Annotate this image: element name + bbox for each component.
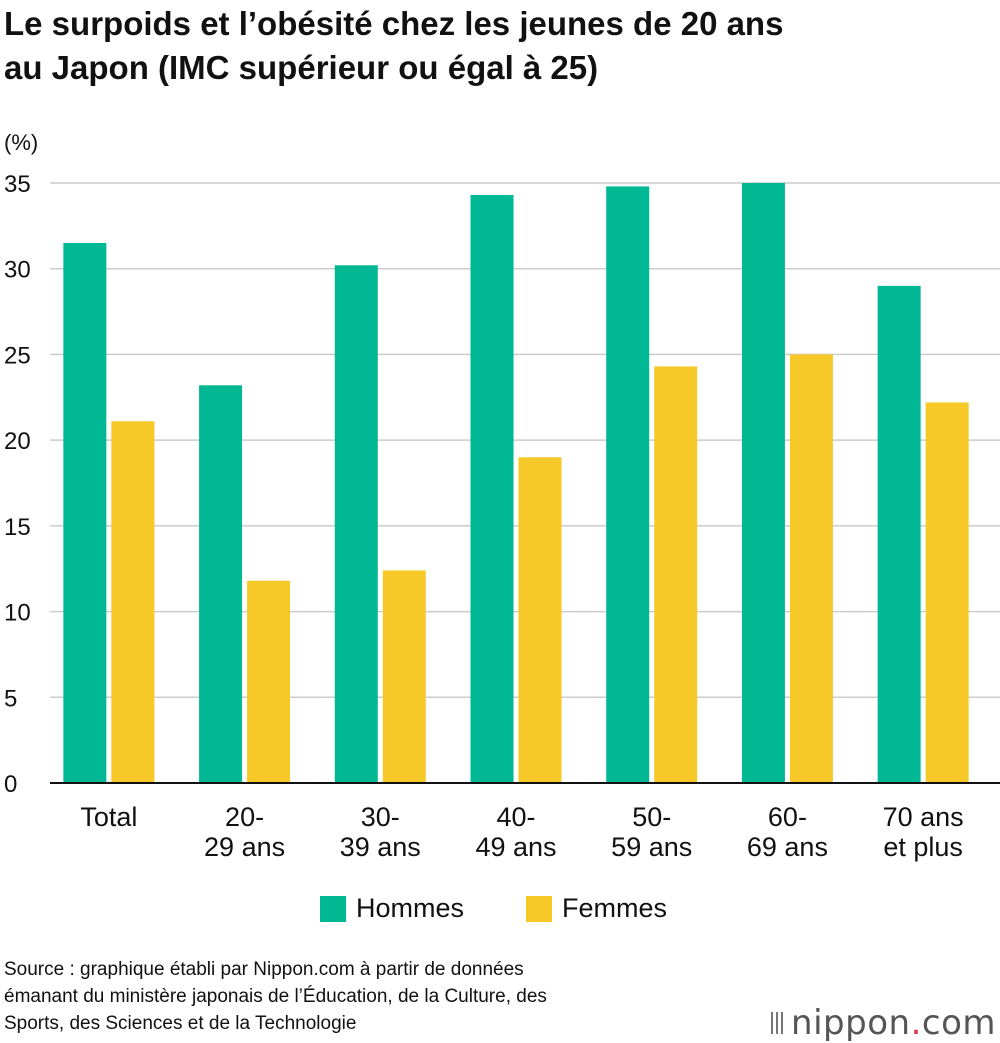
source-line-3: Sports, des Sciences et de la Technologi… xyxy=(4,1013,357,1034)
y-tick-label: 5 xyxy=(4,685,17,712)
x-tick-label: et plus xyxy=(883,832,963,862)
bar-femmes xyxy=(789,354,833,783)
legend-swatch-hommes xyxy=(320,895,346,922)
legend-swatch-femmes xyxy=(526,895,552,922)
bar-femmes xyxy=(518,457,562,783)
bar-hommes xyxy=(199,385,243,783)
bar-hommes xyxy=(741,183,785,783)
bar-hommes xyxy=(470,195,514,783)
logo-tld: com xyxy=(921,1003,996,1043)
x-tick-label: 29 ans xyxy=(204,832,285,862)
legend-item-femmes: Femmes xyxy=(526,893,667,924)
bar-femmes xyxy=(654,366,698,783)
bar-hommes xyxy=(606,186,650,783)
y-tick-label: 15 xyxy=(4,514,31,541)
legend-item-hommes: Hommes xyxy=(320,893,464,924)
bar-femmes xyxy=(382,570,426,783)
x-tick-label: 60- xyxy=(768,802,807,832)
x-tick-label: 50- xyxy=(632,802,671,832)
legend-label-hommes: Hommes xyxy=(356,893,465,923)
y-tick-label: 20 xyxy=(4,428,31,455)
logo-dot: . xyxy=(910,1003,922,1043)
chart-title-line-1: Le surpoids et l’obésité chez les jeunes… xyxy=(4,5,784,42)
nippon-logo: nippon. com xyxy=(771,1003,996,1043)
x-tick-label: 20- xyxy=(225,802,264,832)
bar-chart: (%) 0 5 10 15 20 25 30 35 Total 20-29 ans 30-39 ans… xyxy=(4,130,1000,862)
y-axis-label: (%) xyxy=(4,130,38,155)
bar-femmes xyxy=(247,580,291,783)
y-tick-label: 10 xyxy=(4,600,31,627)
x-tick-label: 30- xyxy=(361,802,400,832)
y-tick-label: 30 xyxy=(4,257,31,284)
x-tick-label: 39 ans xyxy=(340,832,421,862)
bar-hommes xyxy=(63,243,107,783)
chart-title-line-2: au Japon (IMC supérieur ou égal à 25) xyxy=(4,49,599,86)
logo-name: nippon xyxy=(791,1003,911,1043)
x-tick-label: 69 ans xyxy=(747,832,828,862)
x-tick-label: 59 ans xyxy=(611,832,692,862)
source-line-1: Source : graphique établi par Nippon.com… xyxy=(4,959,524,980)
legend: Hommes Femmes xyxy=(0,893,1000,927)
y-tick-label: 25 xyxy=(4,342,31,369)
x-tick-label: 40- xyxy=(496,802,535,832)
legend-label-femmes: Femmes xyxy=(562,893,668,923)
source-note: Source : graphique établi par Nippon.com… xyxy=(4,956,744,1037)
bar-hommes xyxy=(334,265,378,783)
source-line-2: émanant du ministère japonais de l’Éduca… xyxy=(4,986,547,1007)
bar-femmes xyxy=(111,421,155,783)
x-tick-label: 49 ans xyxy=(475,832,556,862)
y-tick-label: 0 xyxy=(4,771,17,798)
bar-femmes xyxy=(925,402,969,783)
chart-title: Le surpoids et l’obésité chez les jeunes… xyxy=(4,2,994,90)
x-tick-label: Total xyxy=(80,802,137,832)
bar-hommes xyxy=(877,285,921,783)
x-tick-label: 70 ans xyxy=(883,802,964,832)
y-tick-label: 35 xyxy=(4,171,31,198)
logo-mark-icon xyxy=(771,1012,784,1034)
